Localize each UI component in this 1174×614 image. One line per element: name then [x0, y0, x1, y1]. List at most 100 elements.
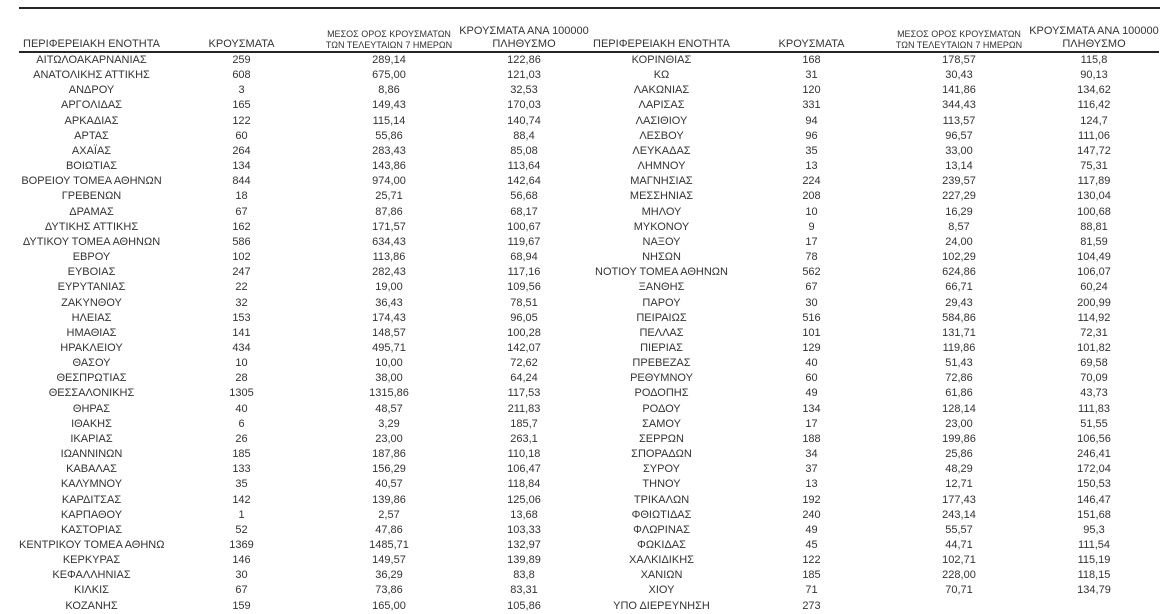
cases-value: 273: [802, 599, 821, 612]
table-row: ΑΙΤΩΛΟΑΚΑΡΝΑΝΙΑΣ 259 289,14 122,86: [19, 52, 589, 68]
per100k-value: 64,24: [510, 372, 538, 385]
cases-value: 1369: [229, 539, 254, 551]
cases-value: 162: [232, 220, 251, 233]
avg7-value: 23,00: [375, 432, 403, 445]
table-row: ΘΗΡΑΣ 40 48,57 211,83: [19, 402, 589, 417]
column-header-per100k: ΚΡΟΥΣΜΑΤΑ ΑΝΑ 100000 ΠΛΗΘΥΣΜΟ: [459, 9, 589, 53]
per100k-value: 72,31: [1080, 326, 1108, 339]
avg7-value: 2,57: [378, 508, 400, 521]
avg7-value: 624,86: [942, 266, 976, 279]
avg7-value: 40,57: [375, 478, 403, 491]
cases-value: 71: [805, 584, 818, 597]
region-name: ΤΗΝΟΥ: [642, 478, 681, 491]
cases-value: 30: [805, 296, 818, 309]
avg7-value: 289,14: [372, 54, 406, 66]
region-name: ΝΗΣΩΝ: [642, 251, 681, 264]
table-row: ΤΡΙΚΑΛΩΝ 192 177,43 146,47: [589, 493, 1159, 508]
column-header-region: ΠΕΡΙΦΕΡΕΙΑΚΗ ΕΝΟΤΗΤΑ: [19, 9, 164, 53]
avg7-value: 25,86: [945, 448, 973, 461]
region-name: ΞΑΝΘΗΣ: [638, 281, 685, 294]
cases-value: 67: [235, 584, 248, 597]
column-header-per100k-line2: ΠΛΗΘΥΣΜΟ: [1062, 37, 1126, 50]
tables-container: ΠΕΡΙΦΕΡΕΙΑΚΗ ΕΝΟΤΗΤΑ ΚΡΟΥΣΜΑΤΑ ΜΕΣΟΣ ΟΡΟ…: [19, 9, 1160, 614]
cases-value: 516: [802, 311, 821, 324]
per100k-value: 142,07: [507, 341, 541, 354]
cases-value: 13: [805, 478, 818, 491]
column-header-avg7-line1: ΜΕΣΟΣ ΟΡΟΣ ΚΡΟΥΣΜΑΤΩΝ: [897, 29, 1021, 39]
avg7-value: 113,57: [942, 114, 976, 127]
region-name: ΚΑΡΔΙΤΣΑΣ: [61, 493, 122, 506]
per100k-value: 85,08: [510, 144, 538, 157]
cases-value: 1305: [229, 387, 254, 400]
column-header-avg7: ΜΕΣΟΣ ΟΡΟΣ ΚΡΟΥΣΜΑΤΩΝ ΤΩΝ ΤΕΛΕΥΤΑΙΩΝ 7 Η…: [319, 9, 459, 53]
region-name: ΛΑΡΙΣΑΣ: [638, 99, 685, 112]
region-name: ΦΛΩΡΙΝΑΣ: [633, 523, 690, 536]
table-row: ΛΑΣΙΘΙΟΥ 94 113,57 124,7: [589, 114, 1159, 129]
per100k-value: 72,62: [510, 357, 538, 370]
region-name: ΚΕΦΑΛΛΗΝΙΑΣ: [52, 569, 131, 582]
avg7-value: 72,86: [945, 372, 973, 385]
per100k-value: 117,53: [507, 387, 541, 400]
per100k-value: 105,86: [507, 599, 541, 612]
cases-value: 434: [232, 341, 251, 354]
table-row: ΘΕΣΠΡΩΤΙΑΣ 28 38,00 64,24: [19, 371, 589, 386]
region-name: ΠΑΡΟΥ: [642, 296, 681, 309]
cases-value: 208: [802, 190, 821, 203]
per100k-value: 111,54: [1077, 539, 1110, 551]
per100k-value: 147,72: [1077, 144, 1111, 157]
per100k-value: 200,99: [1077, 296, 1111, 309]
per100k-value: 121,03: [507, 69, 541, 82]
cases-value: 9: [808, 220, 815, 233]
table-row: ΜΥΚΟΝΟΥ 9 8,57 88,81: [589, 220, 1159, 235]
cases-value: 26: [235, 432, 248, 445]
table-row: ΡΟΔΟΥ 134 128,14 111,83: [589, 402, 1159, 417]
avg7-value: 55,57: [945, 523, 973, 536]
cases-value: 165: [232, 99, 251, 112]
region-name: ΤΡΙΚΑΛΩΝ: [633, 493, 690, 506]
table-row: ΘΕΣΣΑΛΟΝΙΚΗΣ 1305 1315,86 117,53: [19, 386, 589, 401]
table-row: ΜΑΓΝΗΣΙΑΣ 224 239,57 117,89: [589, 174, 1159, 189]
table-row: ΝΑΞΟΥ 17 24,00 81,59: [589, 235, 1159, 250]
table-body-right: ΚΟΡΙΝΘΙΑΣ 168 178,57 115,8 ΚΩ 31 30,43 9…: [589, 52, 1159, 614]
table-row: ΛΕΣΒΟΥ 96 96,57 111,06: [589, 129, 1159, 144]
per100k-value: 140,74: [507, 114, 541, 127]
per100k-value: 118,15: [1077, 569, 1111, 582]
table-row: ΘΑΣΟΥ 10 10,00 72,62: [19, 356, 589, 371]
cases-value: 586: [232, 235, 251, 248]
per100k-value: 111,83: [1077, 402, 1110, 415]
avg7-value: 178,57: [942, 54, 976, 66]
cases-value: 34: [805, 448, 818, 461]
avg7-value: 33,00: [945, 144, 973, 157]
table-row: ΤΗΝΟΥ 13 12,71 150,53: [589, 477, 1159, 492]
table-row: ΓΡΕΒΕΝΩΝ 18 25,71 56,68: [19, 189, 589, 204]
table-row: ΜΕΣΣΗΝΙΑΣ 208 227,29 130,04: [589, 189, 1159, 204]
cases-value: 32: [235, 296, 248, 309]
cases-value: 6: [238, 417, 245, 430]
per100k-value: 151,68: [1077, 508, 1111, 521]
avg7-value: 73,86: [375, 584, 403, 597]
avg7-value: 283,43: [372, 144, 406, 157]
avg7-value: 3,29: [378, 417, 400, 430]
region-name: ΑΙΤΩΛΟΑΚΑΡΝΑΝΙΑΣ: [36, 54, 147, 66]
per100k-value: 114,92: [1077, 311, 1111, 324]
region-name: ΚΙΛΚΙΣ: [74, 584, 109, 597]
table-row: ΕΥΡΥΤΑΝΙΑΣ 22 19,00 109,56: [19, 280, 589, 295]
per100k-value: 95,3: [1083, 523, 1105, 536]
region-name: ΧΙΟΥ: [648, 584, 675, 597]
avg7-value: 128,14: [942, 402, 976, 415]
table-row: ΠΕΙΡΑΙΩΣ 516 584,86 114,92: [589, 311, 1159, 326]
avg7-value: 228,00: [942, 569, 976, 582]
region-name: ΚΟΡΙΝΘΙΑΣ: [631, 54, 692, 66]
column-header-per100k-line2: ΠΛΗΘΥΣΜΟ: [492, 37, 556, 50]
table-row: ΑΡΓΟΛΙΔΑΣ 165 149,43 170,03: [19, 98, 589, 113]
region-name: ΦΩΚΙΔΑΣ: [637, 539, 686, 551]
avg7-value: 148,57: [372, 326, 406, 339]
avg7-value: 70,71: [945, 584, 973, 597]
avg7-value: 102,71: [942, 554, 976, 567]
per100k-value: 81,59: [1080, 235, 1108, 248]
cases-value: 134: [232, 160, 251, 173]
cases-value: 13: [805, 160, 818, 173]
cases-value: 264: [232, 144, 251, 157]
table-row: ΠΑΡΟΥ 30 29,43 200,99: [589, 296, 1159, 311]
avg7-value: 48,57: [375, 402, 403, 415]
